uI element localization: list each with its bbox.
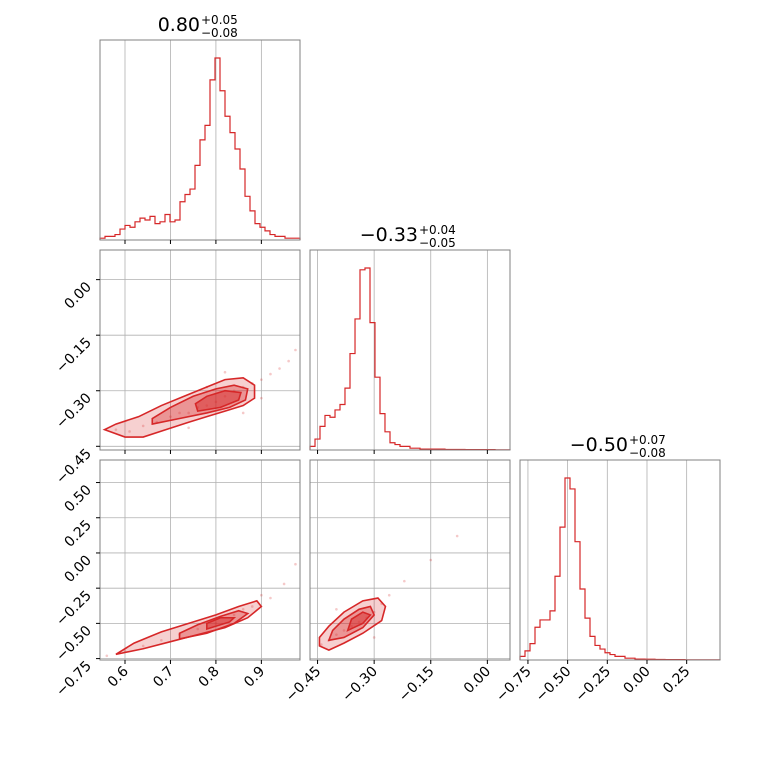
grid-param2-marginal <box>317 250 488 450</box>
scatter-point <box>178 411 181 415</box>
scatter-point <box>169 415 172 418</box>
scatter-point <box>241 607 245 611</box>
scatter-point <box>260 378 263 381</box>
panel-param3-marginal: −0.50 +0.07 −0.08 <box>519 433 721 661</box>
title-param1-upper: +0.05 <box>201 13 238 27</box>
scatter-point <box>429 558 433 562</box>
scatter-point <box>187 426 190 430</box>
scatter-point <box>294 348 297 352</box>
scatter-param1-vs-param3 <box>105 562 297 658</box>
scatter-point <box>320 643 323 646</box>
histogram-param1 <box>99 57 301 240</box>
contour-level-3 <box>194 389 242 413</box>
scatter-point <box>141 644 145 648</box>
scatter-point <box>114 428 118 431</box>
grid-param3-marginal <box>527 460 688 660</box>
scatter-point <box>160 638 163 642</box>
title-param3-upper: +0.07 <box>629 433 666 447</box>
frame-param1-marginal <box>99 39 301 241</box>
scatter-point <box>128 430 131 433</box>
scatter-point <box>372 636 376 639</box>
panel-param1-vs-param2 <box>99 249 301 451</box>
scatter-point <box>223 370 227 374</box>
scatter-point <box>187 411 190 415</box>
grid-param1-vs-param2 <box>100 250 300 450</box>
title-param2-value: −0.33 <box>360 224 418 246</box>
panel-param2-marginal: −0.33 +0.04 −0.05 <box>309 223 511 451</box>
scatter-point <box>455 534 459 538</box>
scatter-point <box>269 372 272 376</box>
scatter-point <box>196 627 200 631</box>
scatter-point <box>250 605 254 608</box>
frame-param1-vs-param3 <box>99 459 301 661</box>
frame-param2-vs-param3 <box>309 459 511 661</box>
scatter-param1-vs-param2 <box>102 348 297 438</box>
scatter-point <box>282 582 286 586</box>
scatter-point <box>294 562 297 566</box>
frame-param1-vs-param2 <box>99 249 301 451</box>
scatter-point <box>141 424 145 428</box>
scatter-point <box>278 367 281 370</box>
title-param1-lower: −0.08 <box>201 26 238 40</box>
title-param1-value: 0.80 <box>158 14 200 36</box>
grid-param2-vs-param3 <box>310 460 510 660</box>
scatter-point <box>105 654 109 658</box>
title-param2-upper: +0.04 <box>419 223 456 237</box>
scatter-point <box>260 396 263 400</box>
scatter-param2-vs-param3 <box>318 534 459 652</box>
scatter-point <box>335 633 338 636</box>
title-param3-lower: −0.08 <box>629 446 666 460</box>
scatter-point <box>232 613 236 617</box>
panel-param1-marginal: 0.80 +0.05 −0.08 <box>99 13 301 241</box>
scatter-point <box>403 579 406 583</box>
scatter-point <box>260 593 263 597</box>
scatter-point <box>241 411 245 415</box>
contour-level-3 <box>206 616 237 631</box>
scatter-point <box>269 596 272 600</box>
frame-param3-marginal <box>519 459 721 661</box>
scatter-point <box>287 359 290 363</box>
frame-param2-marginal <box>309 249 511 451</box>
contour-level-3 <box>346 611 372 632</box>
scatter-point <box>335 607 338 611</box>
scatter-point <box>342 629 346 632</box>
histogram-step-line <box>99 57 301 240</box>
grid-param1-marginal <box>124 40 262 240</box>
scatter-point <box>387 593 391 597</box>
title-param3-value: −0.50 <box>570 434 628 456</box>
title-param2-lower: −0.05 <box>419 236 456 250</box>
panel-param1-vs-param3 <box>99 459 301 661</box>
panel-param2-vs-param3 <box>309 459 511 661</box>
